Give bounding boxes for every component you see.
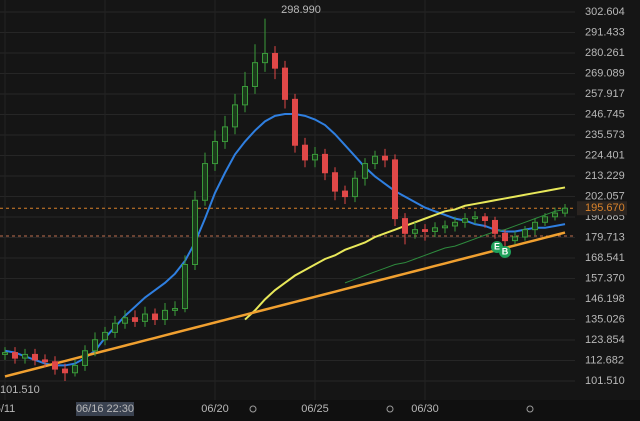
candle-body <box>482 216 488 221</box>
candle-body <box>52 361 58 370</box>
candle-body <box>82 350 88 366</box>
x-tick-label: 06/30 <box>411 403 439 415</box>
candle-body <box>422 229 428 232</box>
y-tick-label: 112.682 <box>585 354 624 366</box>
last-price-box <box>577 201 627 216</box>
signal-marker <box>499 246 511 258</box>
y-tick-label: 235.573 <box>585 129 625 141</box>
signal-marker-label: E <box>494 241 500 251</box>
y-tick-label: 101.510 <box>585 375 625 387</box>
candle-body <box>332 172 338 192</box>
candle-body <box>132 317 138 322</box>
y-tick-label: 269.089 <box>585 67 625 79</box>
indicator-line <box>344 208 566 284</box>
candle-body <box>302 144 308 161</box>
candle-body <box>562 207 568 214</box>
max-label: 298.990 <box>281 4 321 16</box>
candle-body <box>322 153 328 174</box>
candle-body <box>522 229 528 238</box>
candle-body <box>492 219 498 234</box>
candle-body <box>42 359 48 363</box>
y-tick-label: 224.401 <box>585 149 625 161</box>
sun-icon <box>386 405 394 413</box>
sun-icons <box>249 405 534 413</box>
y-tick-label: 246.745 <box>585 108 625 120</box>
sun-icon <box>249 405 257 413</box>
candle-body <box>22 353 28 359</box>
candle-body <box>152 313 158 321</box>
x-tick-label: 6/11 <box>0 403 15 415</box>
indicator-line <box>4 113 566 367</box>
x-tick-label: 06/20 <box>201 403 229 415</box>
y-tick-label: 302.604 <box>585 6 625 18</box>
x-axis-strip <box>0 400 640 421</box>
candle-body <box>402 218 408 234</box>
candle-body <box>412 229 418 234</box>
candle-body <box>392 159 398 220</box>
min-label: 101.510 <box>0 384 40 396</box>
candle-body <box>442 225 448 229</box>
candle-body <box>272 52 278 69</box>
candle-body <box>292 98 298 146</box>
candle-body <box>212 141 218 165</box>
candle-body <box>72 364 78 374</box>
candle-body <box>122 317 128 324</box>
candle-body <box>172 308 178 311</box>
candle-body <box>182 264 188 310</box>
candle-body <box>92 339 98 352</box>
candle-body <box>2 352 8 355</box>
candle-body <box>372 155 378 165</box>
candle-body <box>362 163 368 179</box>
indicator-line <box>4 231 566 378</box>
candle-body <box>382 155 388 161</box>
signal-marker-label: B <box>502 246 509 256</box>
candle-body <box>512 236 518 242</box>
candle-body <box>252 62 258 88</box>
candle-body <box>552 212 558 218</box>
y-tick-label: 135.026 <box>585 313 625 325</box>
y-tick-label: 280.261 <box>585 47 625 59</box>
y-tick-label: 157.370 <box>585 272 625 284</box>
candle-body <box>532 221 538 231</box>
candle-body <box>112 322 118 333</box>
y-tick-label: 179.713 <box>585 231 625 243</box>
candle-body <box>282 67 288 100</box>
x-tick-label: 06/25 <box>301 403 329 415</box>
y-tick-label: 202.057 <box>585 190 625 202</box>
y-tick-label: 257.917 <box>585 88 625 100</box>
y-tick-label: 291.433 <box>585 26 625 38</box>
candle-body <box>352 177 358 198</box>
candle-body <box>62 368 68 374</box>
candle-body <box>192 199 198 266</box>
candle-body <box>202 163 208 201</box>
candle-body <box>452 221 458 227</box>
candle-body <box>102 331 108 341</box>
candle-body <box>12 352 18 359</box>
candle-body <box>462 218 468 223</box>
candle-body <box>222 126 228 143</box>
crosshair-label-box <box>76 402 134 416</box>
y-tick-label: 213.229 <box>585 170 625 182</box>
candle-body <box>242 86 248 106</box>
candle-body <box>542 216 548 223</box>
last-price-label: 195.670 <box>585 202 625 214</box>
x-tick-label: 06/16 22:30 <box>76 403 134 415</box>
candle-body <box>472 216 478 220</box>
candle-body <box>32 353 38 361</box>
y-tick-label: 146.198 <box>585 293 625 305</box>
candle-body <box>502 232 508 242</box>
sun-icon <box>526 405 534 413</box>
candle-body <box>262 52 268 64</box>
candle-body <box>342 190 348 198</box>
candle-body <box>432 227 438 232</box>
candle-body <box>142 313 148 322</box>
y-tick-label: 123.854 <box>585 334 625 346</box>
candle-body <box>162 309 168 321</box>
candle-body <box>312 153 318 161</box>
candle-body <box>232 104 238 128</box>
y-tick-label: 168.541 <box>585 252 625 264</box>
